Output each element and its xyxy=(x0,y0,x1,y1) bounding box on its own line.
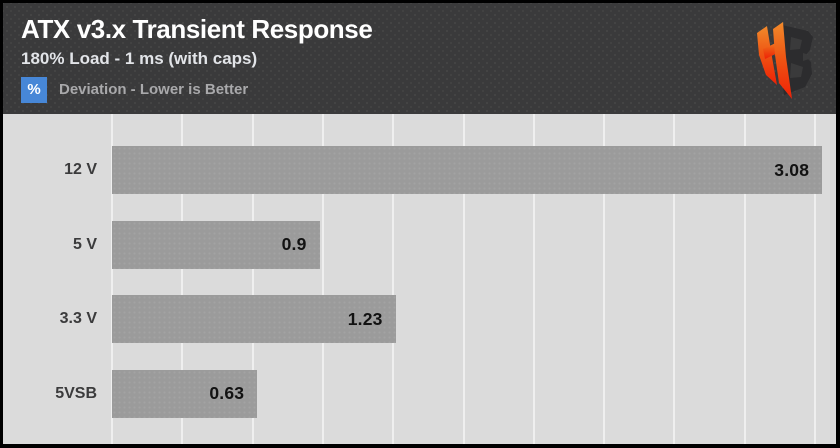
bar-5v: 0.9 xyxy=(112,220,320,269)
bar-3.3v: 1.23 xyxy=(112,295,396,344)
category-label: 12 V xyxy=(64,161,97,179)
gridline xyxy=(111,114,113,444)
category-label: 3.3 V xyxy=(59,310,97,328)
bar-rows: 12 V 3.08 5 V 0.9 3.3 V 1.23 5VSB 0.63 xyxy=(3,114,836,444)
gridline xyxy=(462,114,465,444)
legend-label: Deviation - Lower is Better xyxy=(59,81,249,99)
gridline xyxy=(181,114,184,444)
bar-track: 3.08 xyxy=(112,146,836,195)
bar-chart: 12 V 3.08 5 V 0.9 3.3 V 1.23 5VSB 0.63 xyxy=(3,114,836,444)
bar-value-label: 3.08 xyxy=(774,159,810,180)
category-label: 5 V xyxy=(72,235,97,253)
bar-value-label: 0.63 xyxy=(209,383,245,404)
gridline xyxy=(321,114,324,444)
gridline xyxy=(673,114,676,444)
bar-track: 0.63 xyxy=(112,369,836,418)
hardware-busters-logo xyxy=(756,17,818,99)
bar-row: 5VSB 0.63 xyxy=(3,357,836,432)
bar-track: 1.23 xyxy=(112,295,836,344)
bar-row: 12 V 3.08 xyxy=(3,133,836,208)
bar-value-label: 0.9 xyxy=(281,234,307,255)
bar-5vsb: 0.63 xyxy=(112,369,258,418)
gridline xyxy=(532,114,535,444)
gridline xyxy=(251,114,254,444)
bar-row: 3.3 V 1.23 xyxy=(3,282,836,357)
bar-track: 0.9 xyxy=(112,220,836,269)
gridline xyxy=(814,114,816,444)
gridline xyxy=(392,114,395,444)
category-label: 5VSB xyxy=(55,384,97,402)
chart-title: ATX v3.x Transient Response xyxy=(21,14,373,44)
chart-header: ATX v3.x Transient Response 180% Load - … xyxy=(3,3,836,114)
hb-logo-icon xyxy=(757,22,815,99)
chart-subtitle: 180% Load - 1 ms (with caps) xyxy=(21,48,258,68)
bar-value-label: 1.23 xyxy=(347,308,383,329)
bar-12v: 3.08 xyxy=(112,146,823,195)
gridline xyxy=(743,114,746,444)
percent-badge-icon: % xyxy=(21,76,47,103)
gridline xyxy=(603,114,606,444)
bar-row: 5 V 0.9 xyxy=(3,208,836,283)
legend: % Deviation - Lower is Better xyxy=(21,76,836,103)
